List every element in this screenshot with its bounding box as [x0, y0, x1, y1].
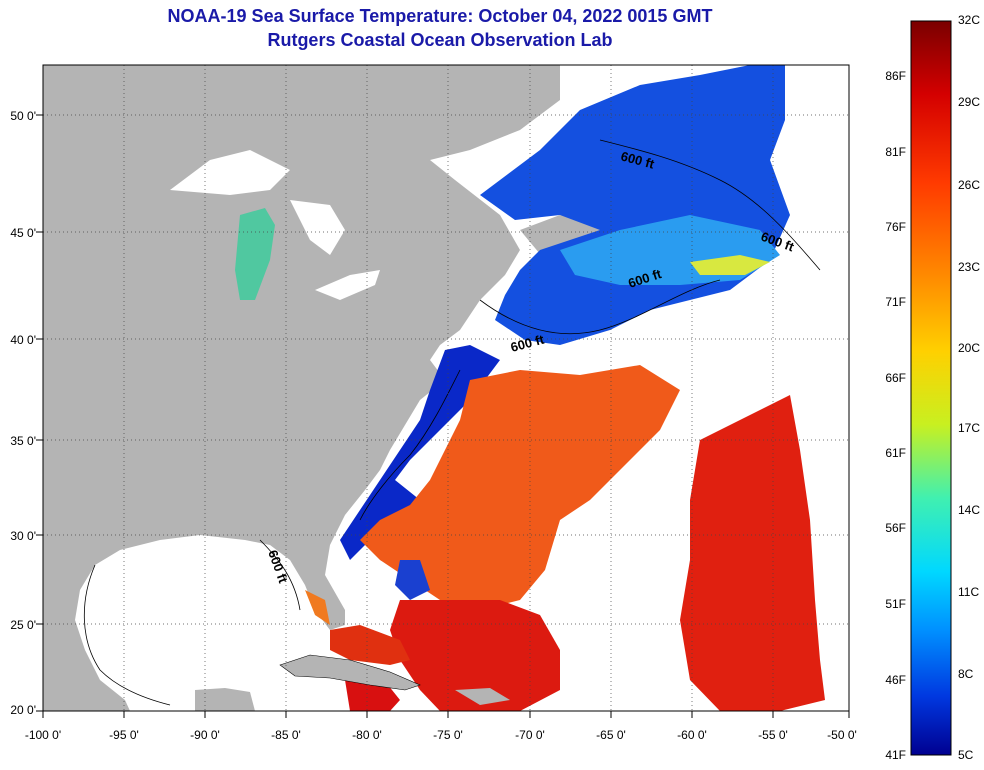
colorbar-fahrenheit-label: 61F — [885, 446, 906, 460]
sst-warm-gulfstream — [360, 365, 680, 610]
sst-west-florida — [305, 590, 330, 625]
lake-michigan — [235, 208, 275, 300]
lon-tick-label: -85 0' — [271, 728, 301, 742]
lat-tick-label: 35 0' — [10, 434, 36, 448]
colorbar-celsius-label: 8C — [958, 667, 974, 681]
land-hispaniola — [455, 688, 510, 705]
lake-erie — [315, 270, 380, 300]
colorbar-fahrenheit-label: 76F — [885, 220, 906, 234]
land-cuba — [279, 654, 421, 691]
lon-tick-label: -60 0' — [677, 728, 707, 742]
land-yucatan — [195, 688, 255, 711]
lon-tick-label: -55 0' — [758, 728, 788, 742]
lake-huron — [290, 200, 345, 255]
lon-tick-label: -95 0' — [109, 728, 139, 742]
sst-cold-coast — [340, 345, 500, 560]
lon-tick-label: -70 0' — [515, 728, 545, 742]
lat-tick-label: 20 0' — [10, 703, 36, 717]
colorbar-celsius-label: 23C — [958, 260, 981, 274]
colorbar-celsius-label: 11C — [958, 585, 980, 599]
colorbar — [910, 20, 952, 756]
colorbar-fahrenheit-label: 81F — [885, 145, 906, 159]
colorbar-celsius-label: 17C — [958, 421, 981, 435]
colorbar-fahrenheit-label: 41F — [885, 748, 906, 762]
colorbar-celsius-label: 20C — [958, 341, 981, 355]
map-frame — [42, 64, 850, 712]
lat-tick-label: 40 0' — [10, 333, 36, 347]
sst-hot-south — [390, 600, 560, 711]
colorbar-fahrenheit-label: 86F — [885, 69, 906, 83]
sst-hot-florida-straits — [330, 625, 410, 665]
no-data-area — [785, 65, 849, 345]
sst-cold-patch — [395, 560, 430, 600]
lat-tick-label: 30 0' — [10, 529, 36, 543]
map-subtitle: Rutgers Coastal Ocean Observation Lab — [267, 30, 613, 50]
lon-tick-label: -100 0' — [24, 728, 62, 742]
colorbar-fahrenheit-label: 66F — [885, 371, 906, 385]
lat-tick-label: 50 0' — [10, 109, 36, 123]
lon-tick-label: -80 0' — [352, 728, 382, 742]
lake-superior — [170, 150, 290, 195]
colorbar-fahrenheit-label: 51F — [885, 597, 906, 611]
colorbar-celsius-label: 5C — [958, 748, 974, 762]
lon-tick-label: -65 0' — [596, 728, 626, 742]
colorbar-fahrenheit-label: 56F — [885, 521, 906, 535]
sst-warm-bank — [690, 255, 770, 275]
lat-tick-label: 45 0' — [10, 226, 36, 240]
colorbar-fahrenheit-label: 46F — [885, 673, 906, 687]
colorbar-celsius-label: 14C — [958, 503, 981, 517]
lon-tick-label: -90 0' — [190, 728, 220, 742]
sst-hot-east — [680, 395, 825, 711]
lat-tick-label: 25 0' — [10, 618, 36, 632]
colorbar-celsius-label: 26C — [958, 178, 981, 192]
lon-tick-label: -75 0' — [433, 728, 463, 742]
land-north-america — [43, 65, 560, 711]
colorbar-celsius-label: 29C — [958, 95, 981, 109]
lon-tick-label: -50 0' — [827, 728, 857, 742]
colorbar-fahrenheit-label: 71F — [885, 295, 906, 309]
colorbar-celsius-label: 32C — [958, 13, 981, 27]
map-title: NOAA-19 Sea Surface Temperature: October… — [167, 6, 713, 26]
